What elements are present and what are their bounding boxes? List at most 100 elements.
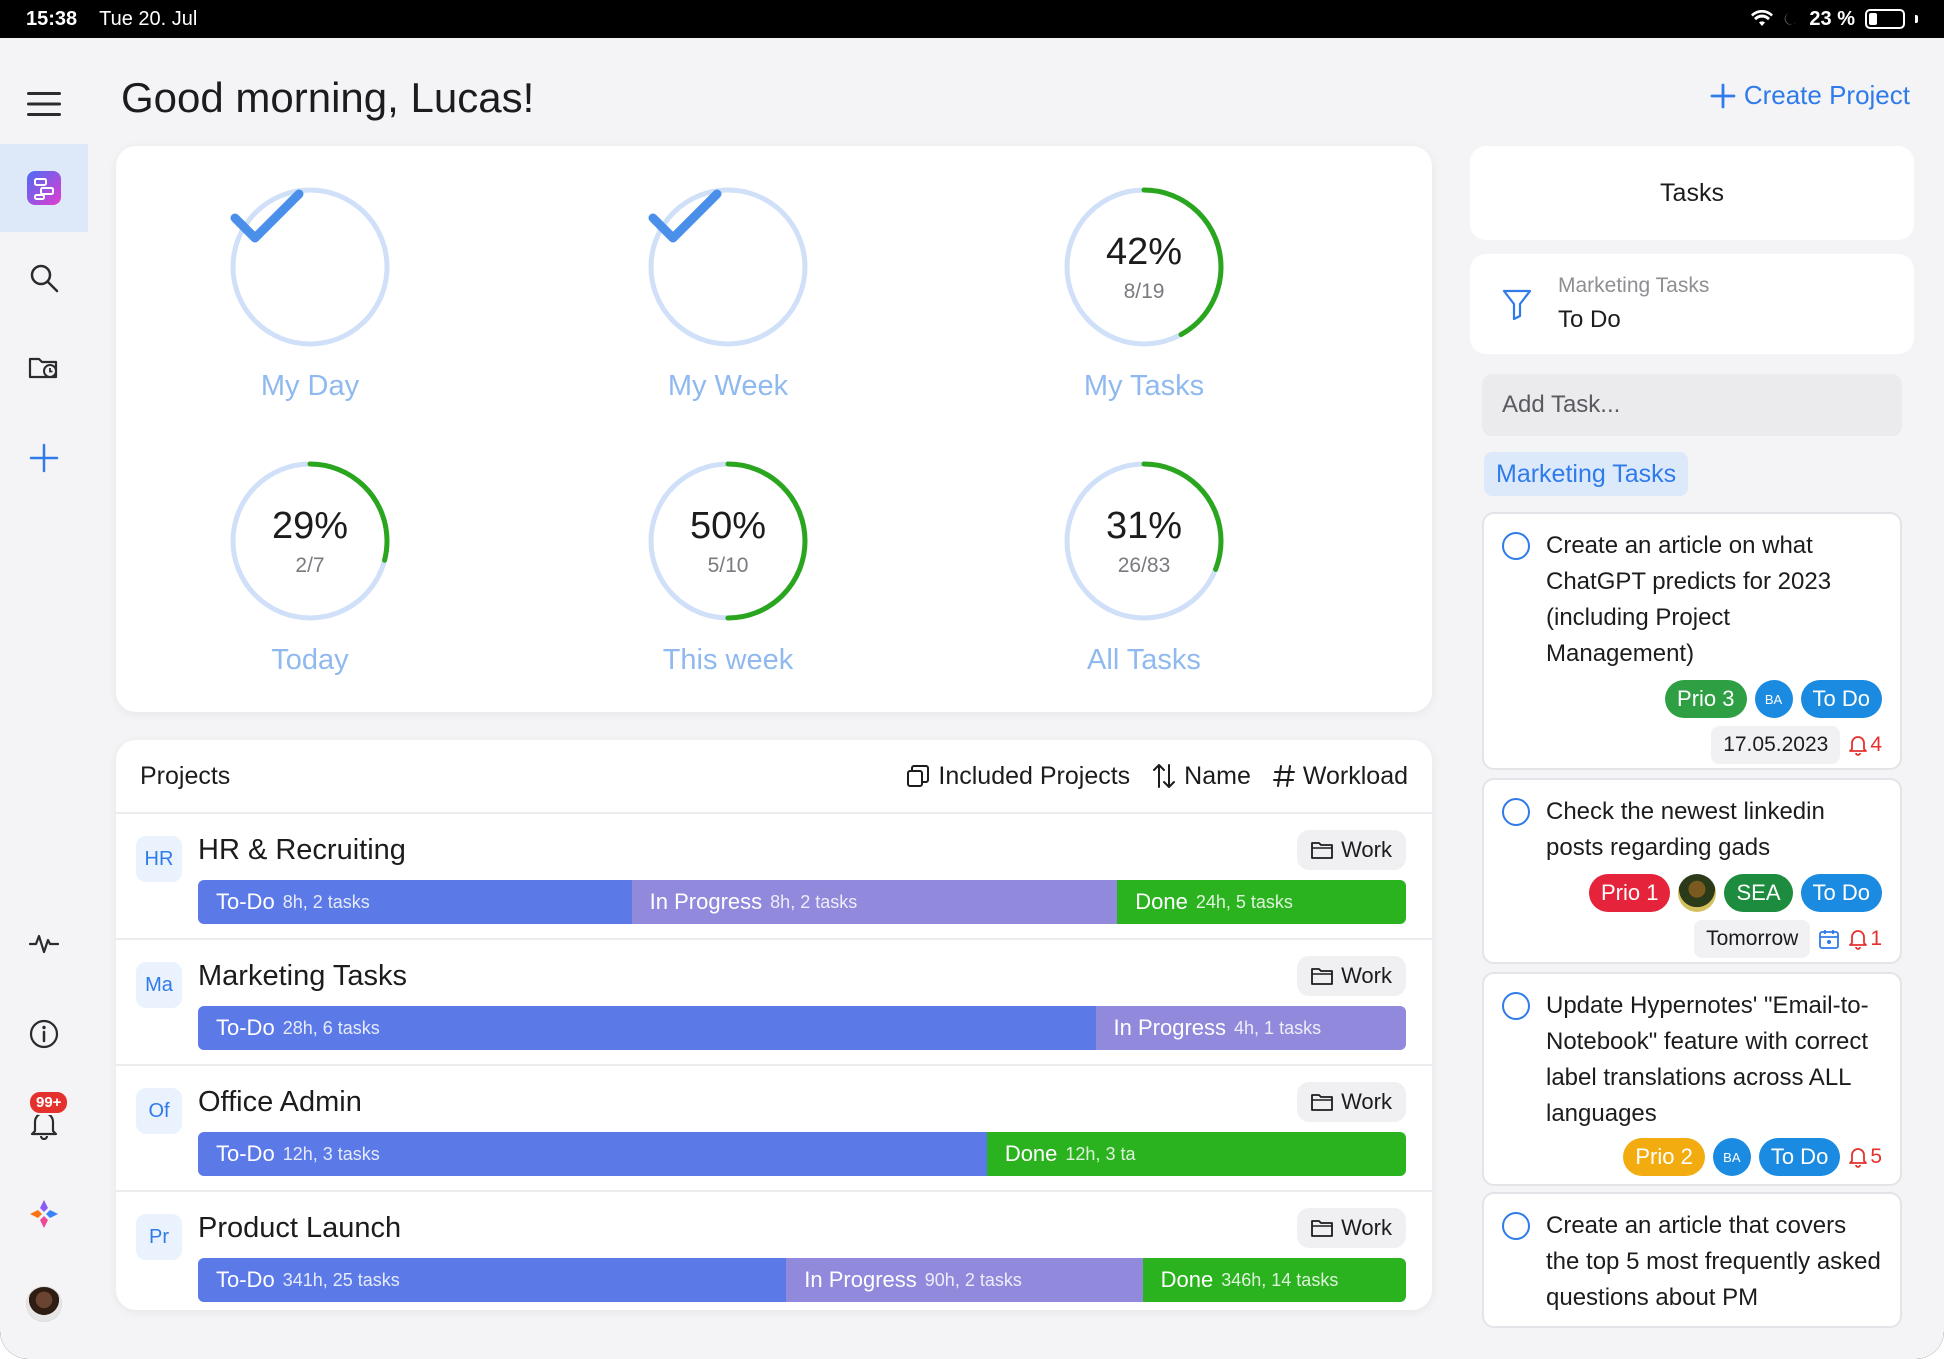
- sidebar-item-projects[interactable]: [0, 324, 88, 412]
- project-tag[interactable]: Work: [1297, 956, 1406, 996]
- included-projects-button[interactable]: Included Projects: [906, 762, 1130, 791]
- progress-count: 8/19: [1123, 279, 1165, 303]
- task-checkbox[interactable]: [1502, 992, 1530, 1020]
- sort-icon: [1153, 764, 1176, 788]
- project-name: HR & Recruiting: [198, 834, 406, 866]
- progress-label: Today: [271, 644, 349, 676]
- progress-arc: [1064, 461, 1224, 621]
- plus-icon: [29, 443, 59, 473]
- task-card[interactable]: Check the newest linkedin posts regardin…: [1482, 778, 1902, 964]
- filter-icon: [1502, 289, 1532, 320]
- segment-label: Done: [1160, 1267, 1214, 1292]
- sidebar-item-add[interactable]: [0, 414, 88, 502]
- progress-arc: [1064, 187, 1224, 347]
- task-filter[interactable]: Marketing Tasks To Do: [1470, 254, 1914, 354]
- sort-name-button[interactable]: Name: [1152, 762, 1251, 791]
- create-project-button[interactable]: Create Project: [1710, 80, 1910, 111]
- progress-ring-today[interactable]: 29% 2/7 Today: [160, 460, 460, 677]
- progress-ring-my-day[interactable]: My Day: [160, 186, 460, 403]
- segment-detail: 8h, 2 tasks: [770, 891, 858, 912]
- sidebar-item-notifications[interactable]: 99+: [0, 1080, 88, 1168]
- segment-detail: 346h, 14 tasks: [1221, 1269, 1339, 1290]
- projects-header: Projects Included Projects Name Workload: [116, 740, 1432, 814]
- segment-detail: 4h, 1 tasks: [1234, 1017, 1322, 1038]
- workload-segment-todo[interactable]: To-Do 8h, 2 tasks: [198, 880, 632, 924]
- progress-ring-all-tasks[interactable]: 31% 26/83 All Tasks: [994, 460, 1294, 677]
- workload-segment-done[interactable]: Done 12h, 3 ta: [986, 1132, 1406, 1176]
- create-project-label: Create Project: [1743, 80, 1910, 110]
- project-row[interactable]: Pr Product Launch Work To-Do 341h, 25 tasks I…: [116, 1192, 1432, 1310]
- task-card[interactable]: Update Hypernotes' "Email-to-Notebook" f…: [1482, 972, 1902, 1186]
- workload-segment-prog[interactable]: In Progress 8h, 2 tasks: [631, 880, 1118, 924]
- segment-label: To-Do: [216, 1015, 275, 1040]
- task-card[interactable]: Create an article on what ChatGPT predic…: [1482, 512, 1902, 770]
- profile-button[interactable]: [0, 1260, 88, 1348]
- workload-button[interactable]: Workload: [1272, 762, 1408, 791]
- reminder-number: 1: [1870, 927, 1882, 950]
- search-icon: [30, 264, 59, 293]
- task-title: Create an article that covers the top 5 …: [1546, 1212, 1881, 1311]
- progress-card: My Day My Week 42% 8/19 My Tasks 29% 2/7 Today 5…: [116, 146, 1432, 712]
- stack-icon: [907, 765, 930, 787]
- folder-icon: [1311, 842, 1333, 859]
- task-checkbox[interactable]: [1502, 798, 1530, 826]
- workload-segment-todo[interactable]: To-Do 28h, 6 tasks: [198, 1006, 1096, 1050]
- workload-bar: To-Do 8h, 2 tasks In Progress 8h, 2 tasks Do…: [198, 880, 1406, 924]
- project-row[interactable]: HR HR & Recruiting Work To-Do 8h, 2 tasks In …: [116, 814, 1432, 940]
- progress-ring-my-tasks[interactable]: 42% 8/19 My Tasks: [994, 186, 1294, 403]
- sidebar-item-dashboard[interactable]: [0, 144, 88, 232]
- segment-detail: 28h, 6 tasks: [282, 1017, 380, 1038]
- progress-count: 2/7: [295, 553, 325, 577]
- wifi-icon: [1751, 10, 1774, 26]
- progress-ring-my-week[interactable]: My Week: [578, 186, 878, 403]
- sidebar-item-info[interactable]: [0, 990, 88, 1078]
- plus-icon: [1710, 83, 1736, 108]
- menu-button[interactable]: [0, 60, 88, 148]
- dashboard-icon: [27, 171, 61, 205]
- filter-project: Marketing Tasks: [1558, 274, 1710, 297]
- workload-segment-done[interactable]: Done 346h, 14 tasks: [1142, 1258, 1406, 1302]
- progress-ring-this-week[interactable]: 50% 5/10 This week: [578, 460, 878, 677]
- folder-icon: [1311, 1220, 1333, 1237]
- workload-segment-prog[interactable]: In Progress 90h, 2 tasks: [786, 1258, 1143, 1302]
- project-name: Product Launch: [198, 1212, 402, 1244]
- task-card[interactable]: Create an article that covers the top 5 …: [1482, 1192, 1902, 1328]
- progress-count: 5/10: [707, 553, 749, 577]
- battery-icon: [1865, 9, 1905, 29]
- task-title: Update Hypernotes' "Email-to-Notebook" f…: [1546, 992, 1869, 1127]
- progress-percent: 42%: [1105, 230, 1183, 273]
- task-checkbox[interactable]: [1502, 1212, 1530, 1240]
- info-icon: [29, 1019, 59, 1049]
- status-bar: 15:38 Tue 20. Jul 23 %: [0, 0, 1944, 38]
- project-abbr: HR: [136, 836, 182, 882]
- sidebar-item-activity[interactable]: [0, 900, 88, 988]
- project-row[interactable]: Ma Marketing Tasks Work To-Do 28h, 6 tasks In…: [116, 940, 1432, 1066]
- segment-label: In Progress: [1113, 1015, 1227, 1040]
- add-task-input[interactable]: Add Task...: [1482, 374, 1902, 436]
- hamburger-icon: [27, 92, 61, 116]
- progress-label: All Tasks: [1087, 644, 1201, 676]
- priority-badge: Prio 2: [1623, 1138, 1705, 1176]
- sidebar-item-apps[interactable]: [0, 1170, 88, 1258]
- task-list-chip[interactable]: Marketing Tasks: [1484, 452, 1689, 496]
- task-title: Create an article on what ChatGPT predic…: [1546, 532, 1832, 667]
- sidebar-item-search[interactable]: [0, 234, 88, 322]
- project-tag[interactable]: Work: [1297, 830, 1406, 870]
- assignee-badge: SEA: [1724, 874, 1793, 912]
- segment-label: In Progress: [649, 889, 763, 914]
- project-tag[interactable]: Work: [1297, 1082, 1406, 1122]
- project-tag[interactable]: Work: [1297, 1208, 1406, 1248]
- progress-arc: [648, 187, 808, 347]
- page-title: Good morning, Lucas!: [121, 74, 535, 121]
- workload-segment-done[interactable]: Done 24h, 5 tasks: [1117, 880, 1406, 924]
- workload-segment-prog[interactable]: In Progress 4h, 1 tasks: [1095, 1006, 1406, 1050]
- bell-icon: [1849, 1148, 1868, 1168]
- task-checkbox[interactable]: [1502, 532, 1530, 560]
- folder-clock-icon: [28, 357, 58, 379]
- segment-detail: 12h, 3 ta: [1065, 1143, 1136, 1164]
- workload-segment-todo[interactable]: To-Do 12h, 3 tasks: [198, 1132, 987, 1176]
- project-row[interactable]: Of Office Admin Work To-Do 12h, 3 tasks Done 1…: [116, 1066, 1432, 1192]
- avatar: [26, 1286, 62, 1322]
- workload-segment-todo[interactable]: To-Do 341h, 25 tasks: [198, 1258, 787, 1302]
